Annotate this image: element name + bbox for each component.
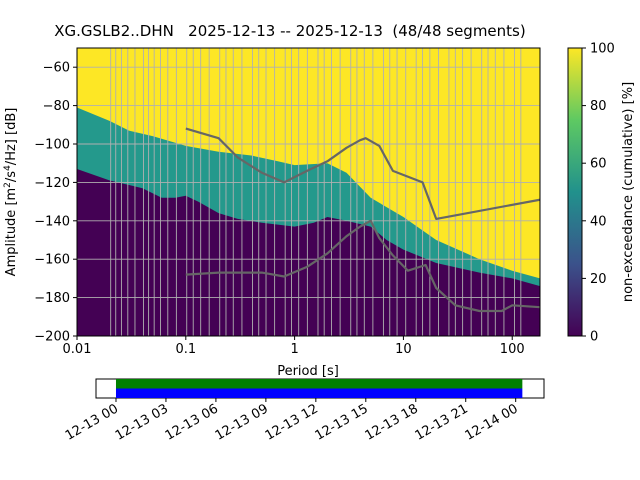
colorbar-tick-label: 20 xyxy=(590,272,607,287)
colorbar-tick-label: 100 xyxy=(590,42,615,57)
colorbar-tick-label: 0 xyxy=(590,330,598,345)
x-axis-label: Period [s] xyxy=(277,364,339,379)
colorbar xyxy=(567,47,583,337)
x-tick-label: 1 xyxy=(290,342,298,357)
percentile-lines xyxy=(185,127,540,313)
timeline-tick-label: 12-13 03 xyxy=(113,401,171,443)
timeline-tick-label: 12-14 00 xyxy=(463,401,521,443)
timeline-tick-label: 12-13 09 xyxy=(213,401,271,443)
colorbar-axis: 0 20 40 60 80 100 xyxy=(582,42,615,345)
y-tick-label: −180 xyxy=(34,291,70,306)
x-axis: 0.01 0.1 1 10 100 xyxy=(63,336,525,357)
timeline-tick-label: 12-13 06 xyxy=(163,401,221,443)
y-tick-label: −120 xyxy=(34,176,70,191)
percentile-line-1 xyxy=(185,127,540,220)
colorbar-label: non-exceedance (cumulative) [%] xyxy=(621,82,636,302)
horizontal-grid xyxy=(77,66,540,336)
y-tick-label: −160 xyxy=(34,253,70,268)
percentile-line-2 xyxy=(185,219,540,313)
plot-frame xyxy=(76,47,541,337)
y-tick-label: −200 xyxy=(34,330,70,345)
colorbar-tick-label: 60 xyxy=(590,157,607,172)
colorbar-tick-label: 80 xyxy=(590,99,607,114)
y-axis-label: Amplitude [m2/s4/Hz] [dB] xyxy=(3,108,19,277)
y-tick-label: −60 xyxy=(43,61,70,76)
timeline-tick-label: 12-13 18 xyxy=(363,401,421,443)
y-axis: −200 −180 −160 −140 −120 −100 −80 −60 xyxy=(34,61,77,345)
chart-title: XG.GSLB2..DHN 2025-12-13 -- 2025-12-13 (… xyxy=(54,22,526,40)
colorbar-tick-label: 40 xyxy=(590,214,607,229)
x-tick-label: 0.01 xyxy=(63,342,92,357)
timeline-tick-label: 12-13 00 xyxy=(63,401,121,443)
coverage-bar-top xyxy=(115,379,523,389)
vertical-grid xyxy=(110,48,522,336)
y-tick-label: −140 xyxy=(34,214,70,229)
y-tick-label: −100 xyxy=(34,138,70,153)
plot-area xyxy=(77,48,540,336)
x-tick-label: 10 xyxy=(395,342,412,357)
region-low xyxy=(77,169,540,336)
x-tick-label: 0.1 xyxy=(175,342,196,357)
timeline-tick-label: 12-13 12 xyxy=(263,401,321,443)
timeline-tick-label: 12-13 21 xyxy=(413,401,471,443)
timeline-tick-label: 12-13 15 xyxy=(313,401,371,443)
coverage-bar-bottom xyxy=(115,388,523,398)
y-tick-label: −80 xyxy=(43,99,70,114)
x-tick-label: 100 xyxy=(500,342,525,357)
